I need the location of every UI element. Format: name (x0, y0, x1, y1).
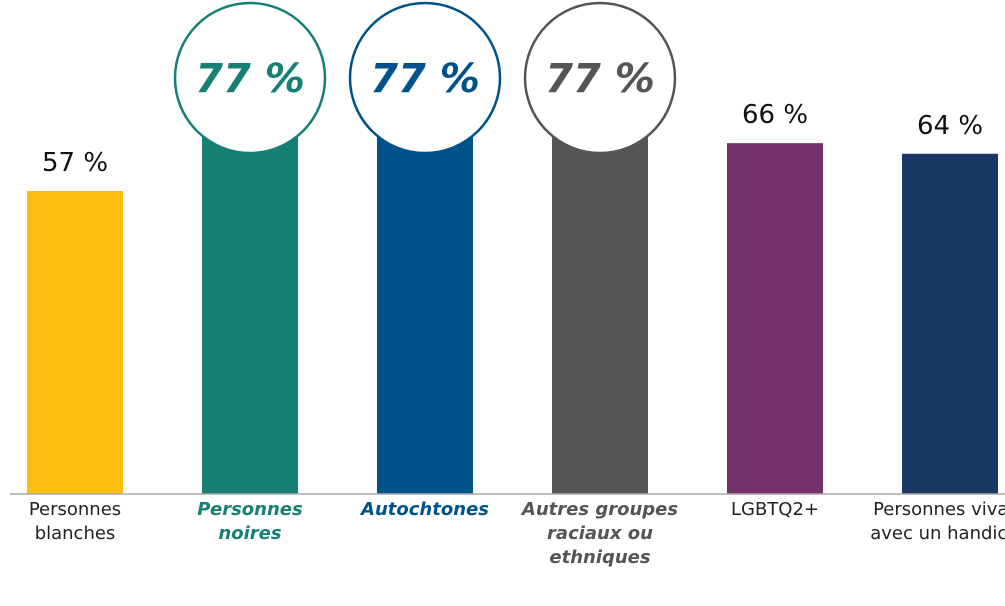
category-label: LGBTQ2+ (730, 499, 820, 520)
value-label: 77 % (370, 56, 480, 102)
category-label: Personnes vivant avec un handicap (870, 499, 1005, 544)
bar (902, 153, 998, 494)
value-label: 77 % (195, 56, 305, 102)
category-label: Autochtones (361, 499, 489, 520)
value-badge (173, 1, 327, 155)
category-label: Personnes noires (197, 499, 303, 544)
value-label: 66 % (742, 100, 808, 130)
bar (727, 143, 823, 495)
value-badge (523, 1, 677, 155)
category-label: Personnes blanches (28, 499, 122, 544)
value-label: 64 % (917, 111, 983, 141)
value-badge (348, 1, 502, 155)
category-label: Autres groupes raciaux ou ethniques (521, 499, 679, 568)
value-label: 57 % (42, 148, 108, 178)
value-label: 77 % (545, 56, 655, 102)
bar (27, 190, 123, 494)
